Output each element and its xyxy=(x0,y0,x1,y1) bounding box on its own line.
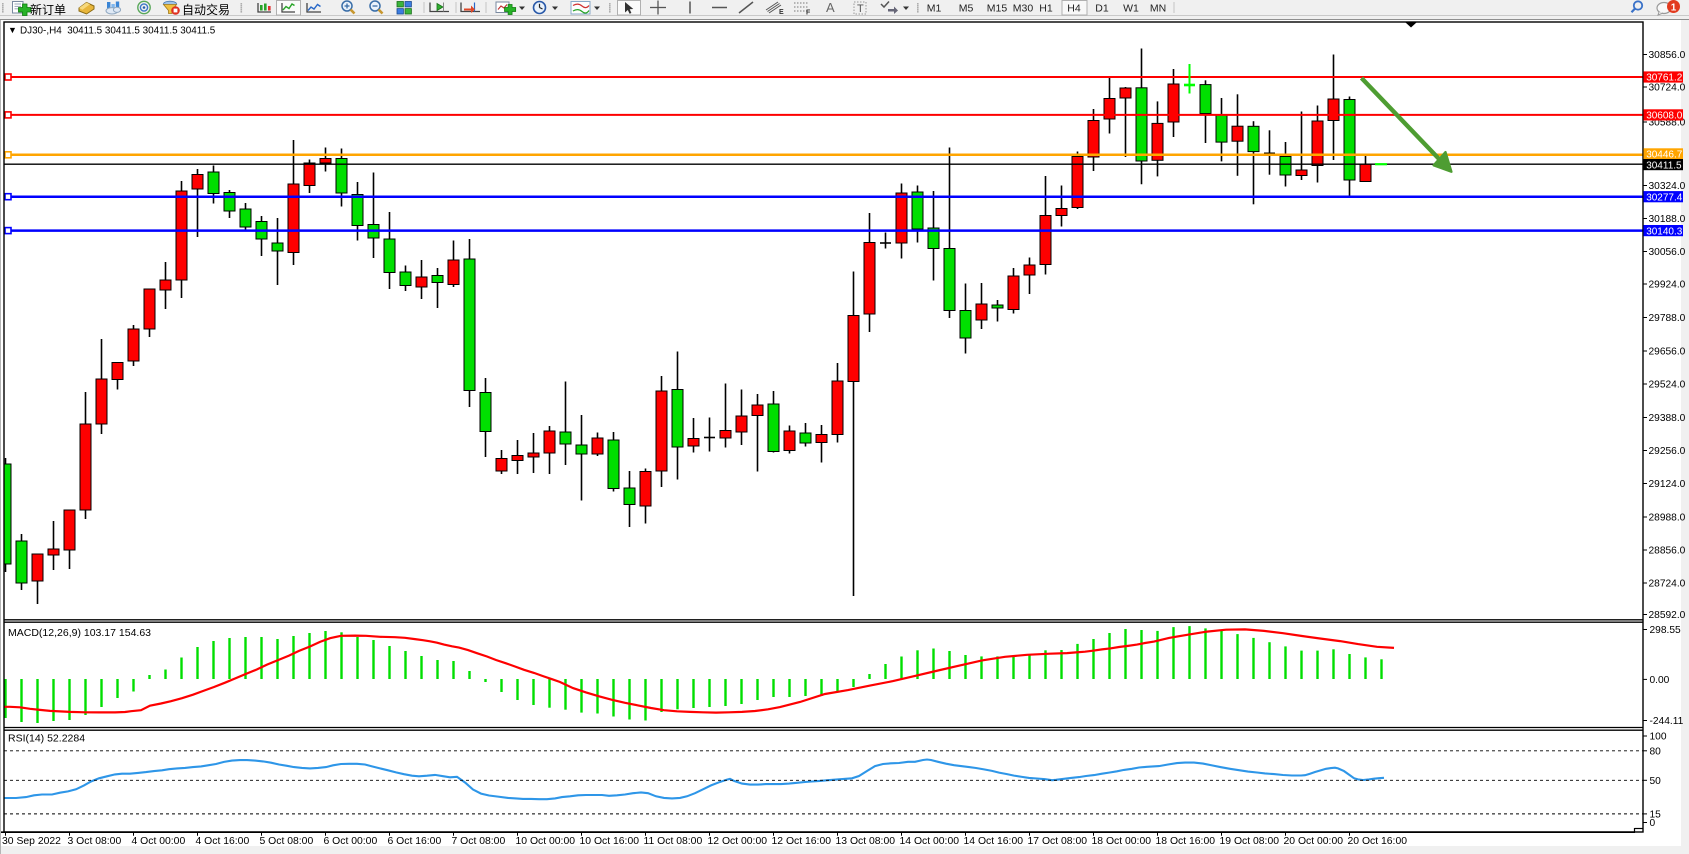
svg-text:29388.0: 29388.0 xyxy=(1649,413,1686,424)
svg-text:30 Sep 2022: 30 Sep 2022 xyxy=(2,836,61,847)
svg-text:12 Oct 16:00: 12 Oct 16:00 xyxy=(772,836,832,847)
svg-text:1: 1 xyxy=(1671,3,1677,14)
svg-text:4 Oct 16:00: 4 Oct 16:00 xyxy=(196,836,250,847)
svg-text:6 Oct 16:00: 6 Oct 16:00 xyxy=(388,836,442,847)
svg-text:6 Oct 00:00: 6 Oct 00:00 xyxy=(324,836,378,847)
svg-text:M30: M30 xyxy=(1013,3,1034,15)
svg-text:29256.0: 29256.0 xyxy=(1649,446,1686,457)
svg-text:28988.0: 28988.0 xyxy=(1649,513,1686,524)
svg-text:A: A xyxy=(826,0,835,15)
svg-text:W1: W1 xyxy=(1123,3,1139,15)
svg-text:30277.4: 30277.4 xyxy=(1646,192,1683,203)
svg-text:30856.0: 30856.0 xyxy=(1649,50,1686,61)
svg-text:29788.0: 29788.0 xyxy=(1649,313,1686,324)
svg-text:28592.0: 28592.0 xyxy=(1649,610,1686,621)
svg-text:7 Oct 08:00: 7 Oct 08:00 xyxy=(452,836,506,847)
svg-text:MN: MN xyxy=(1150,3,1166,15)
svg-text:D1: D1 xyxy=(1095,3,1109,15)
svg-text:298.55: 298.55 xyxy=(1650,625,1681,636)
svg-text:5 Oct 08:00: 5 Oct 08:00 xyxy=(260,836,314,847)
svg-text:MACD(12,26,9) 103.17 154.63: MACD(12,26,9) 103.17 154.63 xyxy=(8,627,151,639)
svg-text:30724.0: 30724.0 xyxy=(1649,83,1686,94)
svg-text:T: T xyxy=(857,3,864,15)
svg-text:30411.5: 30411.5 xyxy=(1646,160,1682,171)
svg-text:H1: H1 xyxy=(1039,3,1053,15)
svg-text:20 Oct 16:00: 20 Oct 16:00 xyxy=(1348,836,1408,847)
svg-text:E: E xyxy=(779,9,784,16)
svg-text:12 Oct 00:00: 12 Oct 00:00 xyxy=(708,836,768,847)
svg-text:10 Oct 00:00: 10 Oct 00:00 xyxy=(516,836,576,847)
svg-text:20 Oct 00:00: 20 Oct 00:00 xyxy=(1284,836,1344,847)
svg-text:29524.0: 29524.0 xyxy=(1649,380,1686,391)
svg-text:50: 50 xyxy=(1650,776,1662,787)
svg-text:14 Oct 16:00: 14 Oct 16:00 xyxy=(964,836,1024,847)
svg-text:18 Oct 00:00: 18 Oct 00:00 xyxy=(1092,836,1152,847)
svg-text:4 Oct 00:00: 4 Oct 00:00 xyxy=(132,836,186,847)
svg-text:80: 80 xyxy=(1650,747,1662,758)
svg-text:M5: M5 xyxy=(959,3,974,15)
svg-text:30446.7: 30446.7 xyxy=(1646,150,1683,161)
svg-text:30140.3: 30140.3 xyxy=(1646,226,1683,237)
svg-text:100: 100 xyxy=(1650,732,1667,743)
svg-text:18 Oct 16:00: 18 Oct 16:00 xyxy=(1156,836,1216,847)
svg-text:28724.0: 28724.0 xyxy=(1649,579,1686,590)
svg-text:H4: H4 xyxy=(1067,3,1081,15)
svg-text:30608.0: 30608.0 xyxy=(1646,111,1683,122)
svg-text:0.00: 0.00 xyxy=(1650,675,1670,686)
svg-text:13 Oct 08:00: 13 Oct 08:00 xyxy=(836,836,896,847)
svg-text:▼: ▼ xyxy=(8,25,17,35)
svg-text:10 Oct 16:00: 10 Oct 16:00 xyxy=(580,836,640,847)
svg-text:30324.0: 30324.0 xyxy=(1649,181,1686,192)
svg-text:19 Oct 08:00: 19 Oct 08:00 xyxy=(1220,836,1280,847)
svg-text:15: 15 xyxy=(1650,810,1662,821)
svg-text:29924.0: 29924.0 xyxy=(1649,280,1686,291)
svg-text:14 Oct 00:00: 14 Oct 00:00 xyxy=(900,836,960,847)
svg-text:F: F xyxy=(806,10,811,17)
svg-text:-244.11: -244.11 xyxy=(1650,716,1684,727)
svg-text:30188.0: 30188.0 xyxy=(1649,214,1686,225)
svg-text:DJ30-,H4 30411.5 30411.5 3041: DJ30-,H4 30411.5 30411.5 30411.5 30411.5 xyxy=(20,26,216,37)
svg-text:11 Oct 08:00: 11 Oct 08:00 xyxy=(644,836,703,847)
svg-text:30761.2: 30761.2 xyxy=(1646,73,1683,84)
svg-text:3 Oct 08:00: 3 Oct 08:00 xyxy=(68,836,122,847)
svg-text:M15: M15 xyxy=(987,3,1008,15)
svg-text:30056.0: 30056.0 xyxy=(1649,247,1686,258)
svg-text:17 Oct 08:00: 17 Oct 08:00 xyxy=(1028,836,1088,847)
svg-text:29656.0: 29656.0 xyxy=(1649,347,1686,358)
svg-text:M1: M1 xyxy=(927,3,942,15)
svg-text:0: 0 xyxy=(1650,818,1656,829)
svg-text:28856.0: 28856.0 xyxy=(1649,546,1686,557)
svg-text:30588.0: 30588.0 xyxy=(1649,118,1686,129)
svg-text:RSI(14) 52.2284: RSI(14) 52.2284 xyxy=(8,733,85,745)
svg-text:29124.0: 29124.0 xyxy=(1649,479,1686,490)
